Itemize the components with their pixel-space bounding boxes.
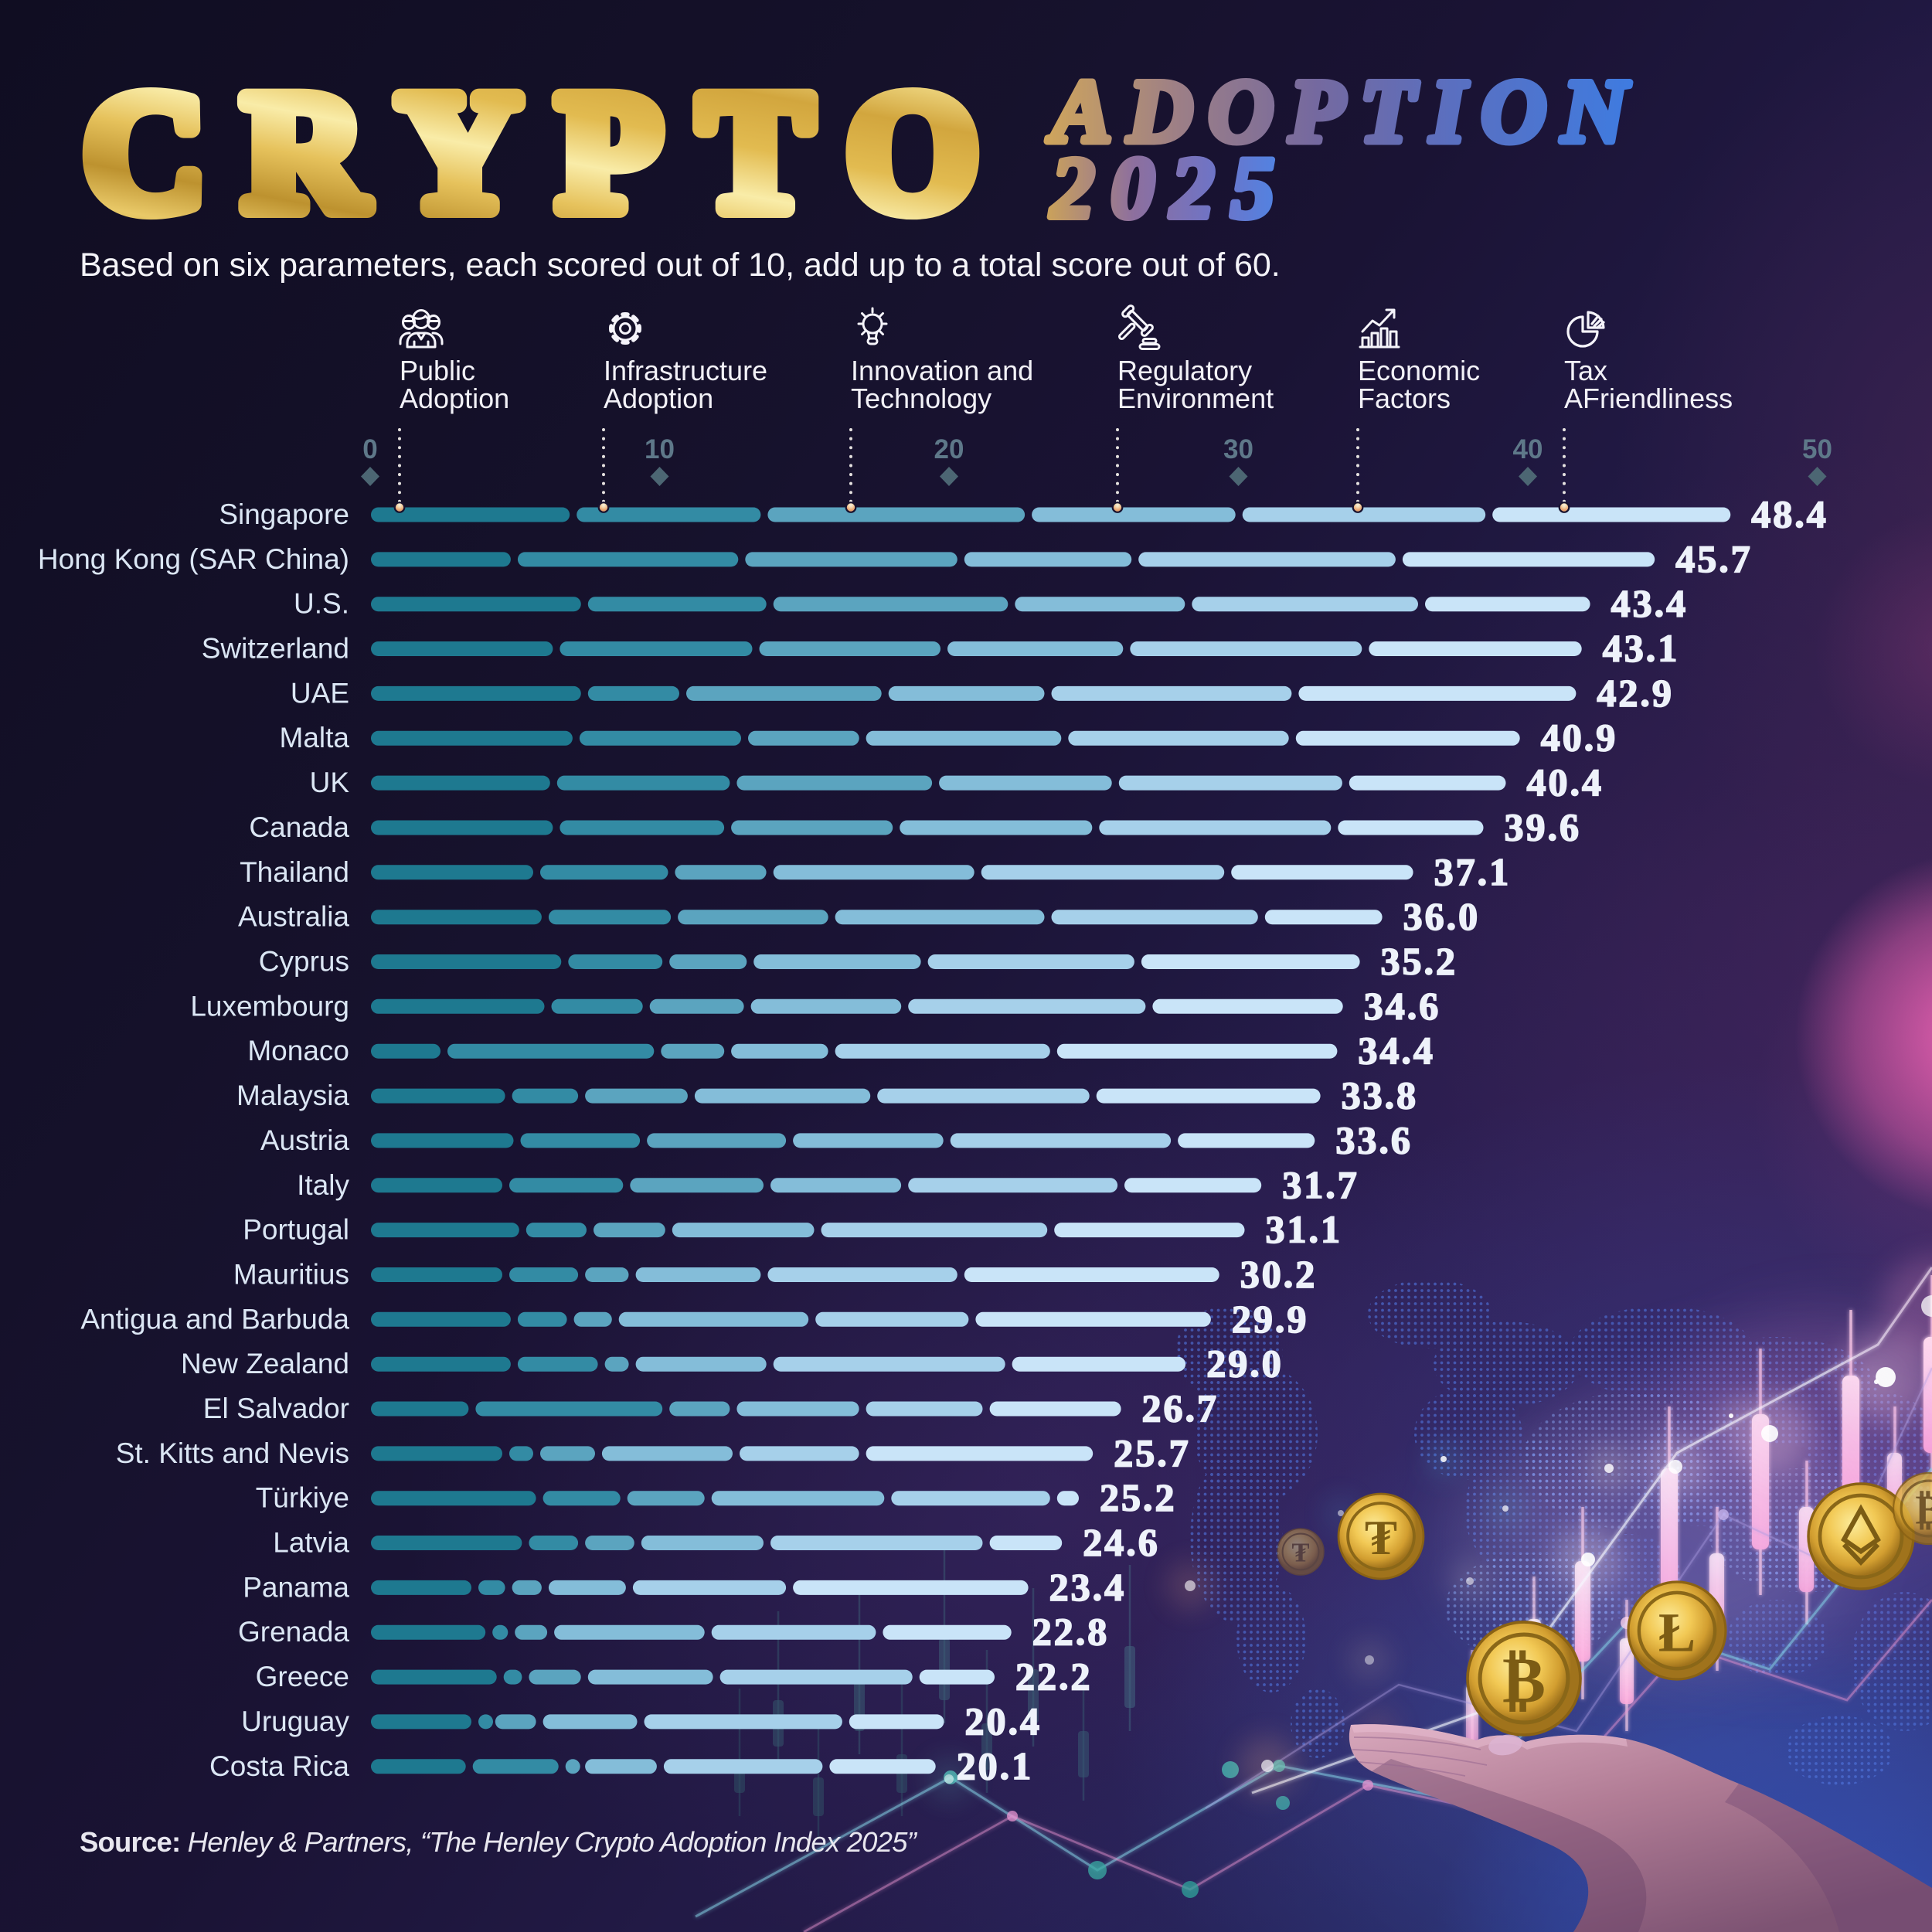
svg-text:Mauritius: Mauritius	[233, 1259, 349, 1291]
svg-text:Singapore: Singapore	[219, 498, 349, 530]
svg-text:43.4: 43.4	[1611, 582, 1689, 625]
svg-text:UK: UK	[310, 767, 350, 798]
svg-text:Monaco: Monaco	[247, 1035, 349, 1066]
svg-text:Uruguay: Uruguay	[241, 1706, 349, 1737]
svg-text:CRYPTO: CRYPTO	[83, 59, 1016, 246]
svg-text:Malaysia: Malaysia	[236, 1080, 349, 1111]
svg-text:Greece: Greece	[256, 1661, 349, 1692]
svg-text:Hong Kong (SAR China): Hong Kong (SAR China)	[38, 543, 349, 575]
svg-text:₿: ₿	[1502, 1645, 1546, 1717]
svg-text:20.4: 20.4	[965, 1699, 1043, 1743]
svg-text:29.9: 29.9	[1232, 1297, 1309, 1340]
svg-text:Switzerland: Switzerland	[202, 633, 349, 665]
svg-text:Panama: Panama	[243, 1571, 349, 1603]
svg-text:Austria: Austria	[260, 1124, 350, 1156]
svg-text:Infrastructure: Infrastructure	[604, 355, 767, 386]
svg-text:23.4: 23.4	[1049, 1565, 1127, 1608]
svg-text:Malta: Malta	[280, 722, 350, 753]
svg-text:42.9: 42.9	[1597, 671, 1674, 714]
svg-text:20: 20	[934, 434, 964, 464]
svg-text:40.9: 40.9	[1541, 716, 1618, 759]
svg-text:Public: Public	[400, 355, 475, 386]
svg-text:31.1: 31.1	[1266, 1208, 1343, 1251]
svg-text:Australia: Australia	[238, 901, 349, 933]
svg-text:33.6: 33.6	[1335, 1118, 1413, 1162]
svg-text:₮: ₮	[1365, 1511, 1397, 1565]
svg-text:Antigua and Barbuda: Antigua and Barbuda	[80, 1303, 349, 1335]
svg-text:48.4: 48.4	[1751, 492, 1828, 536]
svg-text:Costa Rica: Costa Rica	[209, 1750, 349, 1782]
svg-text:45.7: 45.7	[1675, 537, 1753, 580]
svg-text:22.2: 22.2	[1015, 1655, 1093, 1698]
svg-text:UAE: UAE	[291, 677, 349, 709]
svg-text:Technology: Technology	[851, 383, 992, 414]
svg-text:AFriendliness: AFriendliness	[1564, 383, 1733, 414]
svg-text:39.6: 39.6	[1505, 805, 1582, 849]
svg-text:Regulatory: Regulatory	[1117, 355, 1252, 386]
svg-text:New Zealand: New Zealand	[181, 1348, 349, 1379]
svg-text:Based on six parameters, each: Based on six parameters, each scored out…	[80, 247, 1281, 284]
svg-text:Economic: Economic	[1358, 355, 1480, 386]
svg-text:Source: Henley & Partners, “Th: Source: Henley & Partners, “The Henley C…	[80, 1826, 918, 1858]
svg-text:35.2: 35.2	[1381, 940, 1458, 983]
svg-text:37.1: 37.1	[1434, 850, 1512, 893]
svg-text:24.6: 24.6	[1083, 1521, 1160, 1564]
svg-text:33.8: 33.8	[1342, 1073, 1419, 1117]
svg-text:Cyprus: Cyprus	[259, 946, 349, 978]
svg-text:Environment: Environment	[1117, 383, 1274, 414]
svg-text:ADOPTION: ADOPTION	[1046, 62, 1642, 162]
svg-text:Grenada: Grenada	[238, 1616, 349, 1648]
svg-text:El Salvador: El Salvador	[203, 1393, 349, 1424]
svg-text:25.7: 25.7	[1114, 1431, 1191, 1475]
svg-text:30: 30	[1223, 434, 1253, 464]
svg-text:2025: 2025	[1049, 140, 1291, 236]
svg-text:St. Kitts and Nevis: St. Kitts and Nevis	[116, 1437, 349, 1469]
svg-text:50: 50	[1802, 434, 1832, 464]
svg-text:30.2: 30.2	[1240, 1253, 1318, 1296]
svg-text:10: 10	[645, 434, 675, 464]
svg-text:₮: ₮	[1291, 1539, 1309, 1568]
svg-text:₿: ₿	[1915, 1488, 1932, 1532]
svg-text:Innovation and: Innovation and	[851, 355, 1033, 386]
svg-text:36.0: 36.0	[1403, 895, 1481, 938]
svg-text:25.2: 25.2	[1100, 1476, 1177, 1519]
svg-text:0: 0	[362, 434, 377, 464]
svg-text:34.4: 34.4	[1358, 1029, 1435, 1072]
svg-text:Adoption: Adoption	[400, 383, 509, 414]
svg-text:31.7: 31.7	[1282, 1163, 1359, 1206]
svg-text:Canada: Canada	[249, 811, 349, 843]
svg-text:20.1: 20.1	[957, 1744, 1034, 1787]
svg-text:Portugal: Portugal	[243, 1214, 349, 1246]
svg-text:40: 40	[1513, 434, 1543, 464]
svg-text:40.4: 40.4	[1527, 760, 1604, 804]
svg-text:Thailand: Thailand	[240, 856, 349, 888]
svg-text:26.7: 26.7	[1142, 1386, 1219, 1430]
svg-text:34.6: 34.6	[1364, 984, 1441, 1027]
svg-text:Türkiye: Türkiye	[256, 1482, 349, 1514]
svg-text:Ł: Ł	[1658, 1600, 1696, 1663]
svg-text:29.0: 29.0	[1206, 1342, 1284, 1385]
svg-text:Luxembourg: Luxembourg	[190, 990, 349, 1022]
svg-text:22.8: 22.8	[1032, 1610, 1110, 1653]
svg-text:Italy: Italy	[297, 1169, 349, 1201]
svg-text:Adoption: Adoption	[604, 383, 713, 414]
svg-text:U.S.: U.S.	[294, 588, 349, 620]
svg-text:Tax: Tax	[1564, 355, 1607, 386]
svg-text:Factors: Factors	[1358, 383, 1451, 414]
svg-text:Latvia: Latvia	[273, 1527, 349, 1559]
svg-text:43.1: 43.1	[1603, 627, 1680, 670]
